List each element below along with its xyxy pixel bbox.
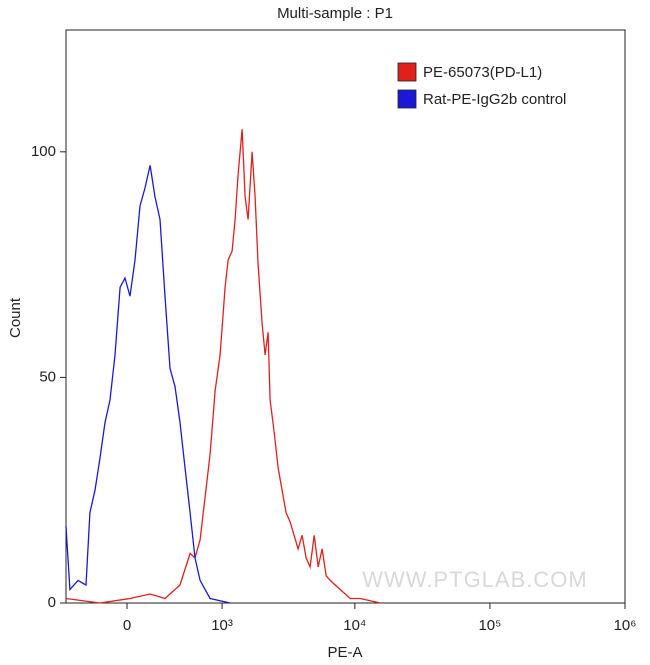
watermark: WWW.PTGLAB.COM [362, 567, 587, 592]
plot-frame [65, 29, 626, 604]
series-line [65, 129, 381, 604]
x-tick-label: 10⁵ [478, 617, 501, 634]
y-tick-label: 50 [39, 368, 56, 385]
y-tick-label: 0 [48, 594, 56, 611]
y-axis-label: Count [7, 297, 24, 338]
y-tick-label: 100 [31, 143, 56, 160]
series-line [65, 165, 231, 604]
x-tick-label: 0 [123, 617, 131, 634]
legend-label: PE-65073(PD-L1) [423, 64, 542, 81]
x-axis-label: PE-A [327, 644, 362, 661]
x-tick-label: 10⁴ [343, 617, 366, 634]
legend-label: Rat-PE-IgG2b control [423, 91, 566, 108]
legend-swatch [397, 89, 417, 109]
legend-swatch [397, 62, 417, 82]
chart-title: Multi-sample : P1 [277, 5, 393, 22]
x-tick-label: 10³ [211, 617, 233, 634]
x-tick-label: 10⁶ [614, 617, 637, 634]
